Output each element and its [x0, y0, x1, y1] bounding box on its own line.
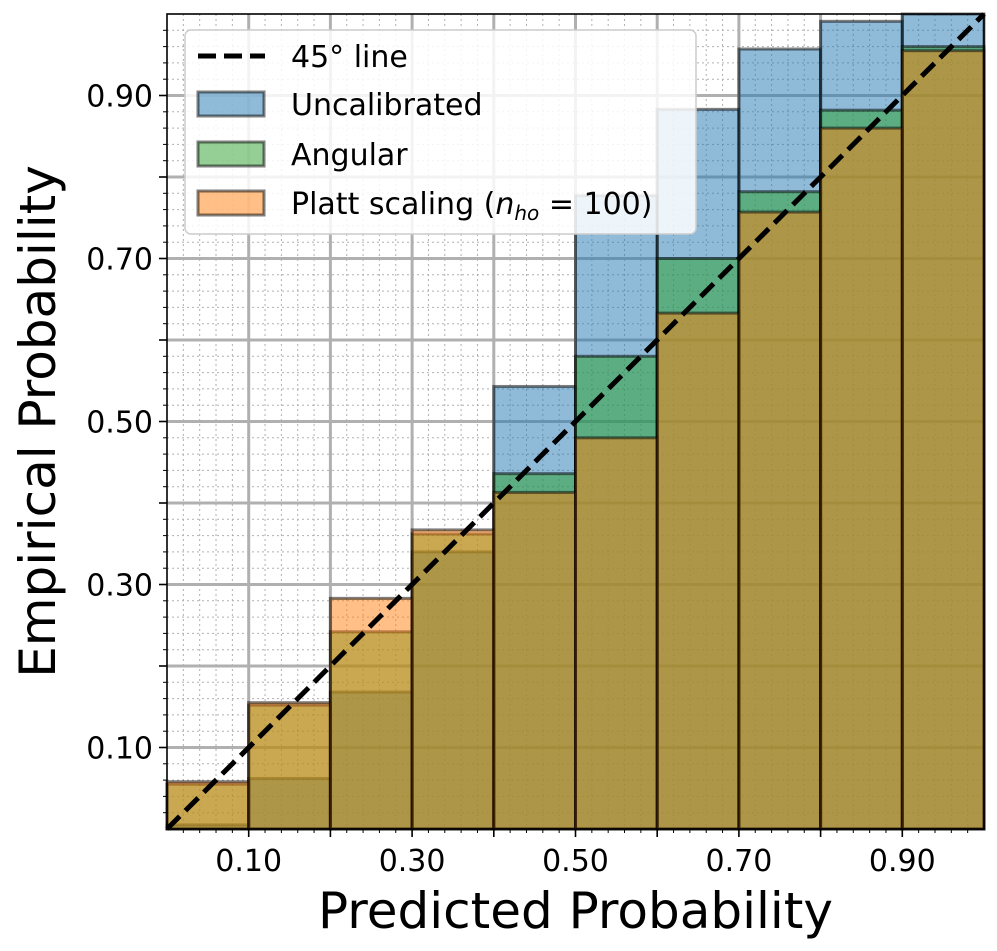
legend-label-platt: Platt scaling (nho = 100): [291, 187, 652, 225]
y-tick-label: 0.30: [86, 569, 153, 604]
legend-swatch-uncalibrated: [196, 90, 266, 118]
bar-platt-scaling: [247, 701, 332, 831]
legend-label-reference: 45° line: [291, 40, 408, 75]
legend-swatch-angular: [196, 140, 266, 168]
reference-line-45: [165, 12, 986, 831]
legend-label-platt-suffix: = 100): [539, 187, 652, 222]
x-tick-label: 0.50: [542, 844, 609, 879]
y-tick-label: 0.10: [86, 732, 153, 767]
bar-platt-scaling: [328, 596, 414, 831]
y-tick-label: 0.70: [86, 243, 153, 278]
x-tick-label: 0.90: [869, 844, 936, 879]
x-tick-label: 0.10: [215, 844, 282, 879]
legend-label-platt-open: (: [474, 187, 495, 222]
y-tick-label: 0.90: [86, 80, 153, 115]
legend: 45° line Uncalibrated Angular Platt scal…: [184, 29, 697, 235]
bar-platt-scaling: [410, 528, 496, 831]
bar-platt-scaling: [737, 210, 823, 831]
legend-label-platt-n: n: [495, 187, 514, 222]
legend-label-platt-subscript: ho: [514, 201, 539, 225]
y-axis-label: Empirical Probability: [9, 165, 67, 678]
x-tick-label: 0.30: [379, 844, 446, 879]
y-tick-label: 0.50: [86, 406, 153, 441]
legend-swatch-platt: [196, 189, 266, 217]
legend-label-uncalibrated: Uncalibrated: [291, 88, 483, 123]
x-tick-label: 0.70: [706, 844, 773, 879]
bar-platt-scaling: [819, 126, 904, 831]
bar-platt-scaling: [655, 311, 741, 831]
legend-label-angular: Angular: [291, 138, 408, 173]
bar-platt-scaling: [492, 490, 577, 831]
ticks: 0.10 0.30 0.50 0.70 0.90 0.10 0.30 0.50 0.70 0.90: [86, 29, 969, 879]
bar-platt-scaling: [574, 436, 659, 831]
x-axis-label: Predicted Probability: [318, 882, 833, 940]
bar-platt-scaling: [900, 49, 986, 831]
legend-box: [184, 29, 697, 235]
bars: [165, 12, 986, 831]
legend-label-platt-main: Platt scaling: [291, 187, 474, 222]
